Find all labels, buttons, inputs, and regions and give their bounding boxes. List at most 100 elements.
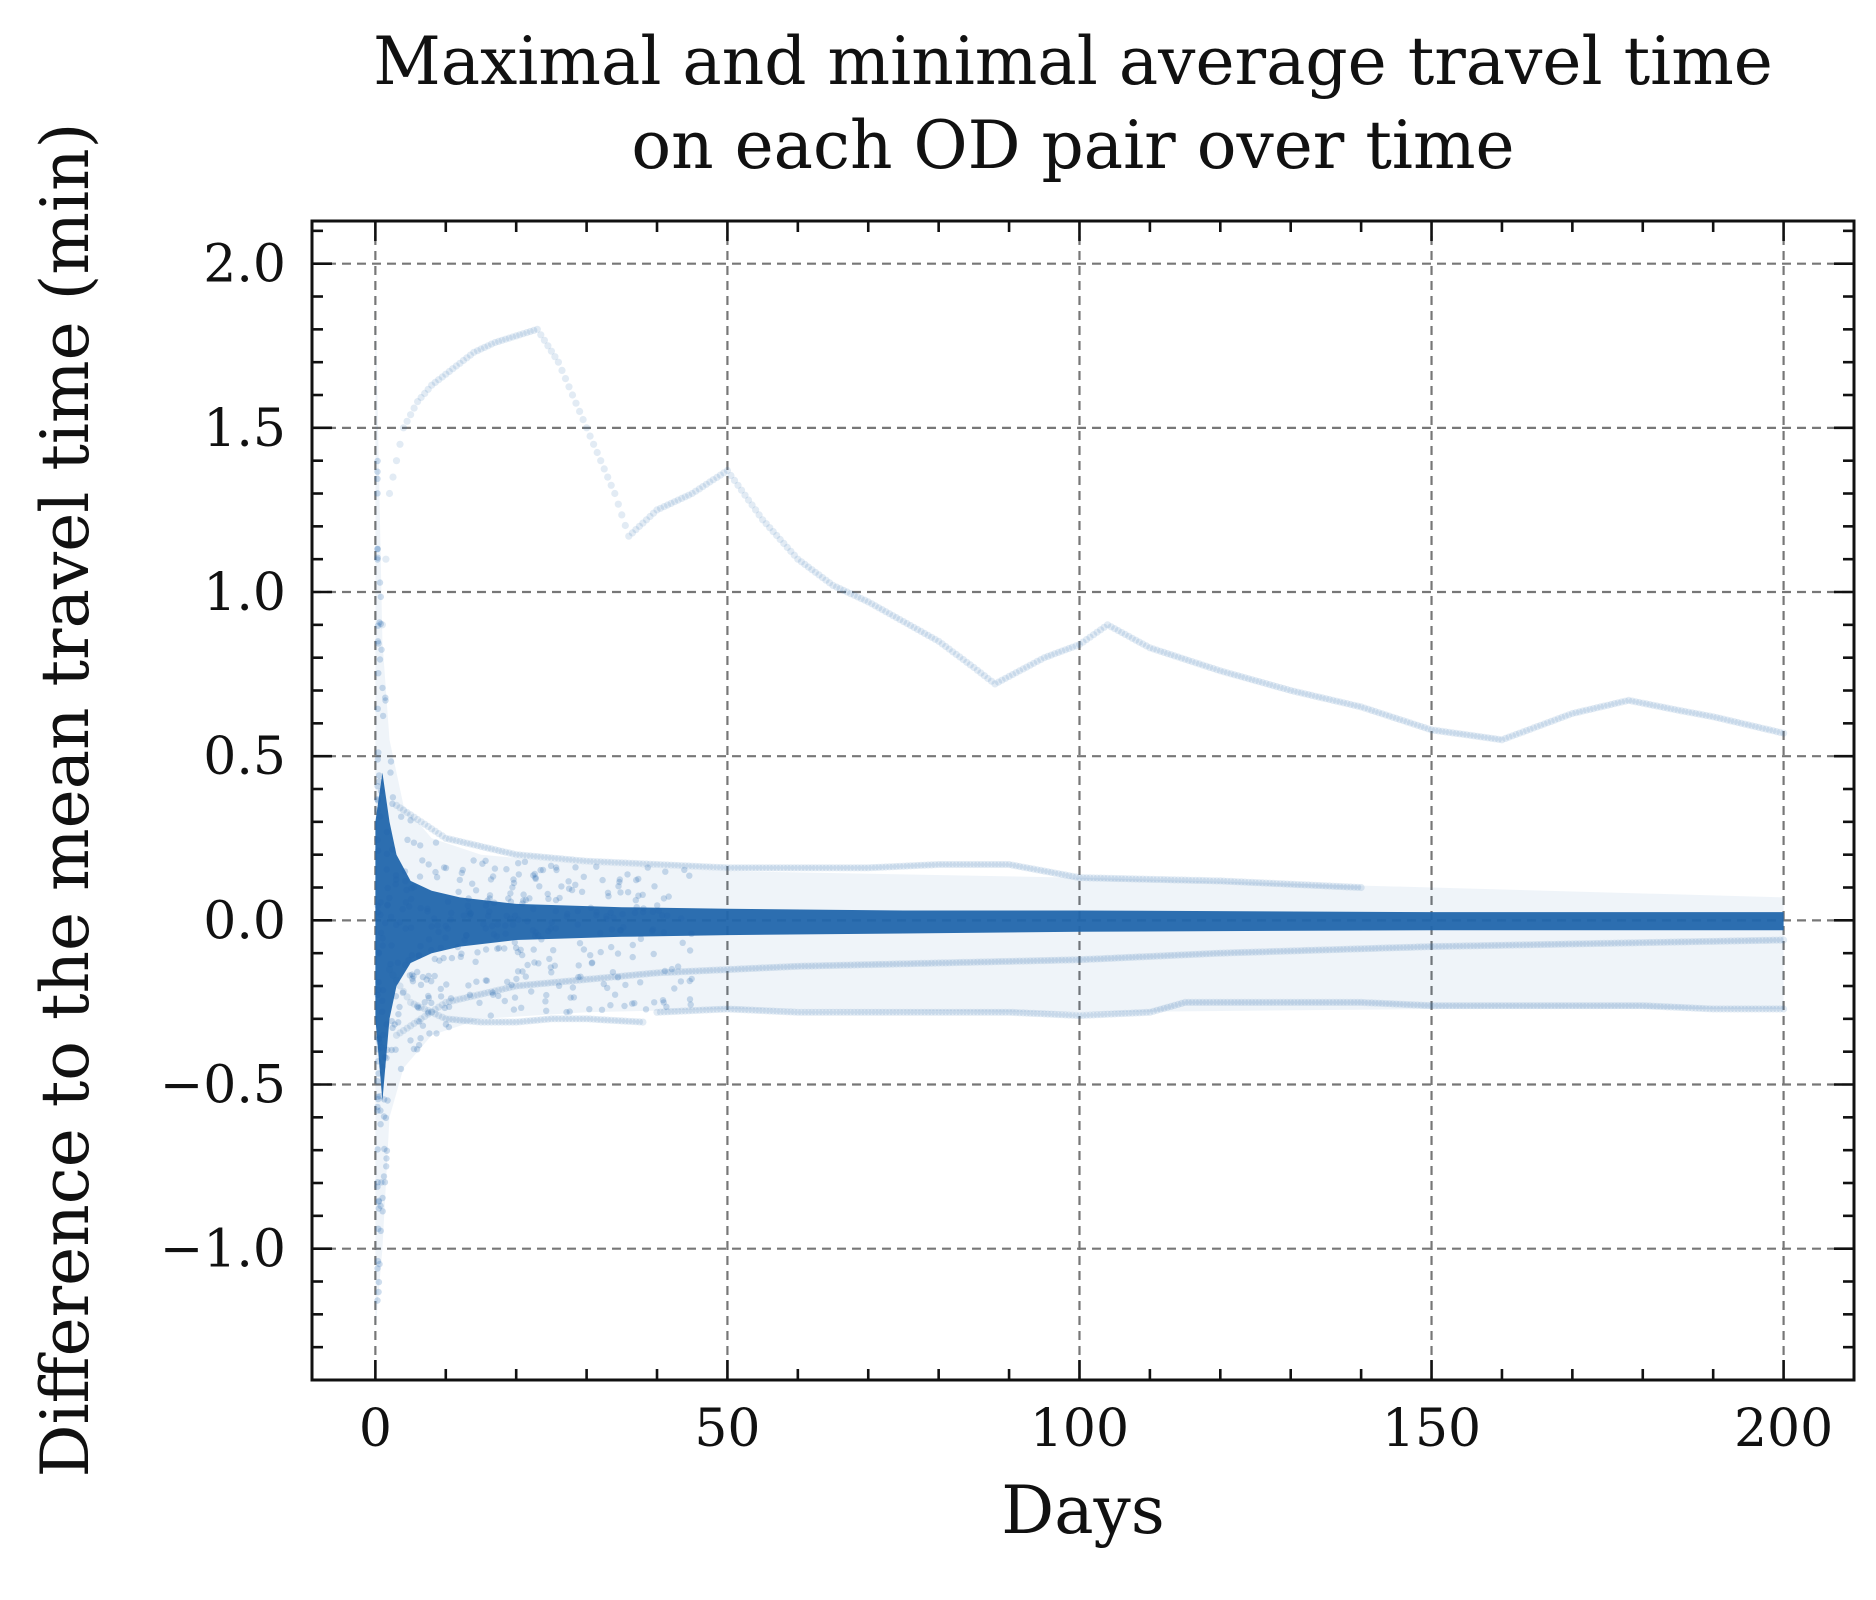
series-4-point <box>1769 936 1777 944</box>
data-point <box>564 910 571 918</box>
series-0-point <box>466 351 474 359</box>
series-2-point <box>1185 998 1193 1007</box>
data-point <box>611 991 619 998</box>
series-1-point <box>385 966 394 974</box>
data-point <box>514 948 522 956</box>
series-3-point <box>994 860 1003 869</box>
data-point <box>639 891 646 898</box>
series-3-point <box>674 861 682 870</box>
data-point <box>374 556 381 563</box>
series-2-point <box>1382 1000 1390 1008</box>
series-0-point <box>561 375 570 383</box>
series-0-point <box>1737 719 1745 727</box>
series-1-point <box>470 1017 478 1026</box>
series-0-point <box>1561 712 1569 720</box>
series-2-point <box>1487 1002 1495 1010</box>
series-0-point <box>1702 711 1710 720</box>
data-point <box>482 902 490 909</box>
series-1-point <box>632 1018 640 1026</box>
series-0-point <box>1512 730 1520 739</box>
series-0-point <box>1185 656 1193 665</box>
series-4-point <box>994 958 1003 966</box>
series-4-point <box>431 1005 439 1014</box>
series-4-point <box>1716 937 1724 945</box>
series-0-point <box>1079 638 1087 646</box>
series-2-point <box>994 1008 1003 1016</box>
series-3-point <box>1202 877 1210 885</box>
data-point <box>402 878 409 885</box>
series-3-point <box>565 856 573 864</box>
data-point <box>387 769 394 776</box>
series-0-point <box>1213 666 1221 674</box>
data-point <box>570 994 578 1001</box>
series-0-point <box>889 612 897 620</box>
series-4-point <box>621 972 629 980</box>
series-4-point <box>706 966 714 975</box>
series-4-point <box>614 972 622 981</box>
series-4-point <box>1023 957 1031 965</box>
data-point <box>640 908 647 916</box>
series-2-point <box>1044 1010 1052 1018</box>
series-2-point <box>1118 1010 1126 1018</box>
data-point <box>374 1058 382 1065</box>
series-2-point <box>892 1008 901 1016</box>
series-0-point <box>1403 718 1411 726</box>
data-point <box>382 919 389 927</box>
data-point <box>548 969 555 976</box>
series-4-point <box>1452 942 1460 950</box>
series-3-point <box>1244 878 1253 886</box>
data-point <box>442 934 449 941</box>
series-1-point <box>505 1018 513 1026</box>
series-1-point <box>604 1016 612 1024</box>
series-0-point <box>854 593 862 601</box>
series-4-point <box>836 961 844 969</box>
series-4-point <box>875 960 883 969</box>
series-4-point <box>1142 953 1150 961</box>
data-point <box>530 905 537 913</box>
data-point <box>482 925 489 932</box>
series-4-point <box>1044 956 1052 965</box>
series-0-point <box>593 448 601 457</box>
data-point <box>597 948 604 956</box>
series-3-point <box>1058 870 1066 879</box>
series-4-point <box>586 975 594 983</box>
data-point <box>463 932 470 939</box>
series-1-point <box>551 1015 559 1023</box>
data-point <box>388 1046 395 1054</box>
series-2-point <box>1139 1009 1147 1017</box>
series-4-point <box>1730 937 1738 945</box>
series-0-point <box>787 547 795 555</box>
series-0-point <box>917 627 925 636</box>
series-0-point <box>625 532 633 540</box>
series-0-point <box>892 614 901 622</box>
series-2-point <box>656 1008 665 1016</box>
series-0-point <box>1237 673 1245 681</box>
series-0-point <box>1568 709 1576 718</box>
series-4-point <box>530 980 538 989</box>
data-point <box>586 1006 593 1013</box>
series-4-point <box>1311 946 1319 954</box>
series-0-point <box>1716 714 1724 723</box>
x-tick-label: 150 <box>1382 1399 1481 1459</box>
series-0-point <box>906 621 915 630</box>
series-2-point <box>913 1008 922 1016</box>
series-0-point <box>1565 711 1573 719</box>
series-3-point <box>403 808 411 817</box>
series-2-point <box>1329 998 1337 1007</box>
series-2-point <box>1727 1005 1735 1013</box>
series-4-point <box>825 962 834 970</box>
data-point <box>515 916 522 923</box>
series-0-point <box>727 471 735 480</box>
data-point <box>379 712 387 720</box>
data-point <box>495 944 503 952</box>
series-0-point <box>1082 636 1091 644</box>
series-2-point <box>727 1005 735 1013</box>
series-4-point <box>561 977 570 986</box>
series-0-point <box>913 625 922 634</box>
series-2-point <box>734 1005 742 1014</box>
series-4-point <box>519 981 527 989</box>
data-point <box>374 638 382 645</box>
series-2-point <box>1677 1003 1686 1012</box>
series-2-point <box>773 1007 781 1015</box>
data-point <box>379 1208 386 1215</box>
